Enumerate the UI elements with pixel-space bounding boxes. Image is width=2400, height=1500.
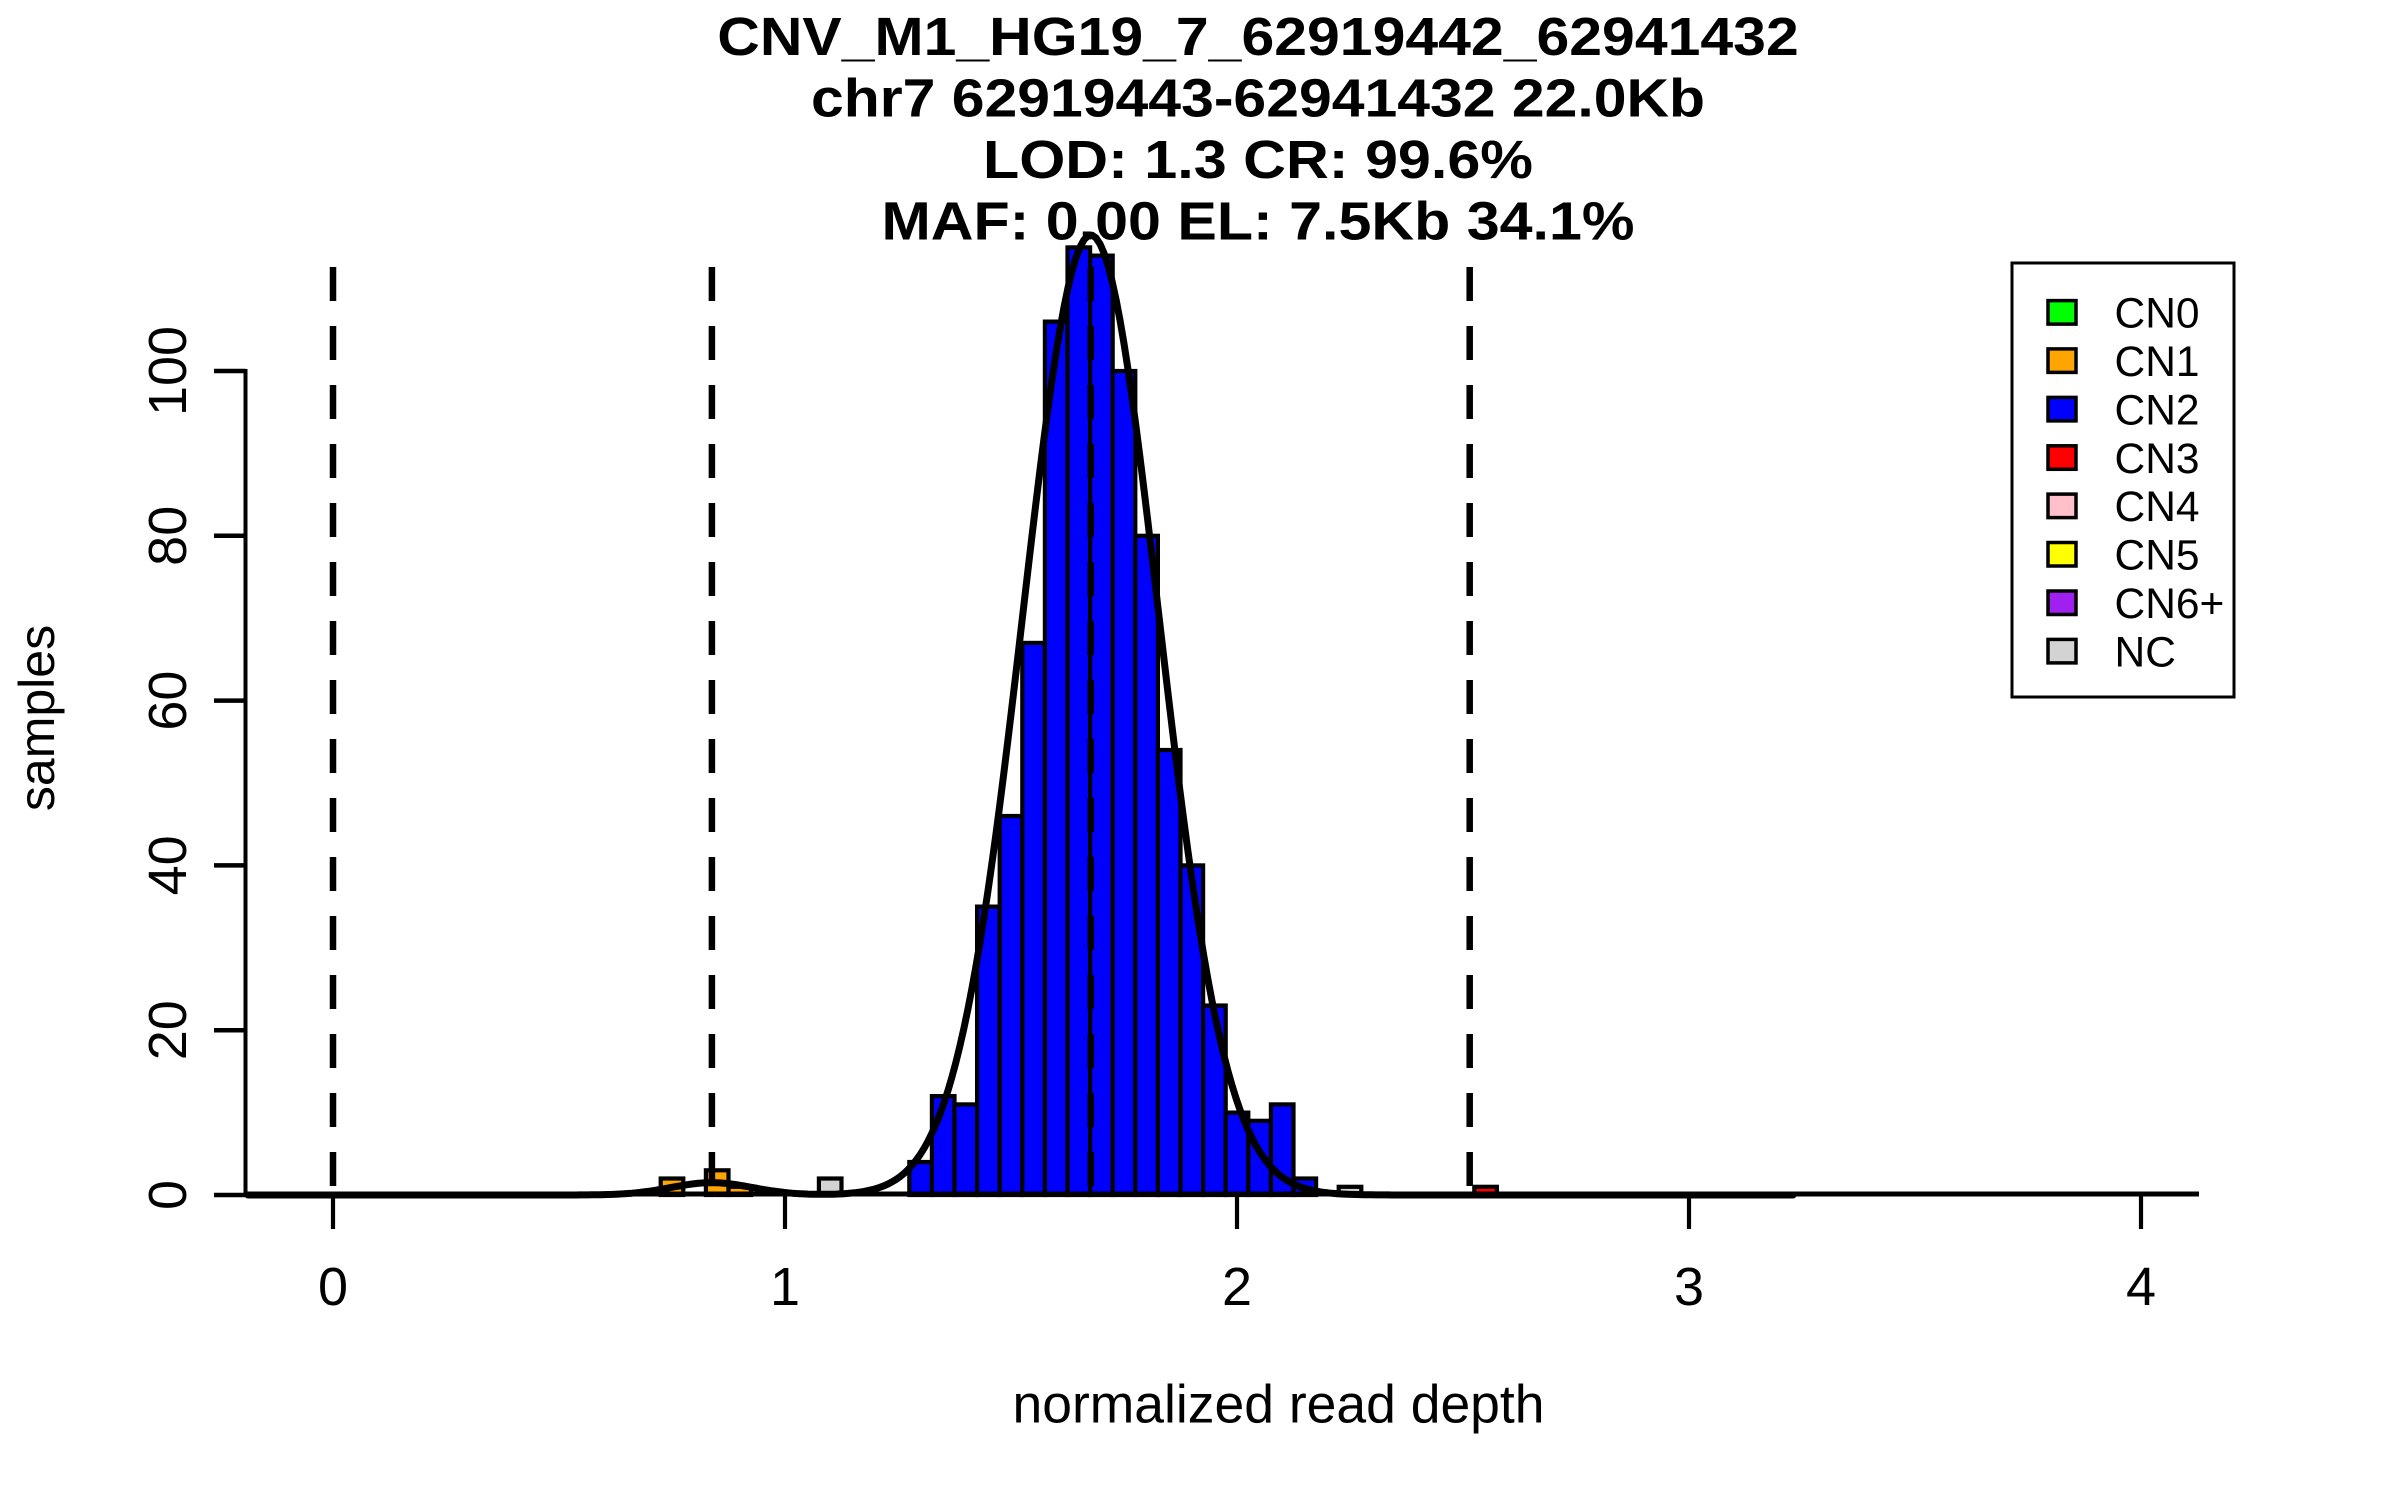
svg-text:0: 0 bbox=[138, 1180, 198, 1210]
svg-text:0: 0 bbox=[318, 1257, 348, 1317]
svg-text:CN6+: CN6+ bbox=[2115, 581, 2225, 628]
svg-text:CNV_M1_HG19_7_62919442_6294143: CNV_M1_HG19_7_62919442_62941432 bbox=[717, 7, 1799, 67]
svg-text:CN0: CN0 bbox=[2115, 291, 2200, 338]
svg-text:100: 100 bbox=[138, 326, 198, 416]
svg-text:CN3: CN3 bbox=[2115, 436, 2200, 483]
svg-text:20: 20 bbox=[138, 1000, 198, 1060]
svg-text:normalized read depth: normalized read depth bbox=[1013, 1375, 1545, 1435]
svg-text:2: 2 bbox=[1222, 1257, 1252, 1317]
svg-text:60: 60 bbox=[138, 671, 198, 731]
svg-text:40: 40 bbox=[138, 835, 198, 895]
svg-text:LOD: 1.3 CR: 99.6%: LOD: 1.3 CR: 99.6% bbox=[983, 130, 1533, 190]
svg-text:4: 4 bbox=[2126, 1257, 2156, 1317]
svg-text:1: 1 bbox=[770, 1257, 800, 1317]
svg-text:MAF: 0.00 EL: 7.5Kb 34.1%: MAF: 0.00 EL: 7.5Kb 34.1% bbox=[882, 192, 1635, 252]
svg-text:80: 80 bbox=[138, 506, 198, 566]
svg-text:3: 3 bbox=[1674, 1257, 1704, 1317]
svg-text:CN5: CN5 bbox=[2115, 533, 2200, 580]
svg-text:CN4: CN4 bbox=[2115, 484, 2200, 531]
svg-text:CN2: CN2 bbox=[2115, 387, 2200, 434]
svg-text:samples: samples bbox=[9, 625, 65, 811]
svg-text:NC: NC bbox=[2115, 629, 2176, 676]
svg-text:CN1: CN1 bbox=[2115, 339, 2200, 386]
svg-text:chr7 62919443-62941432 22.0Kb: chr7 62919443-62941432 22.0Kb bbox=[811, 69, 1705, 129]
